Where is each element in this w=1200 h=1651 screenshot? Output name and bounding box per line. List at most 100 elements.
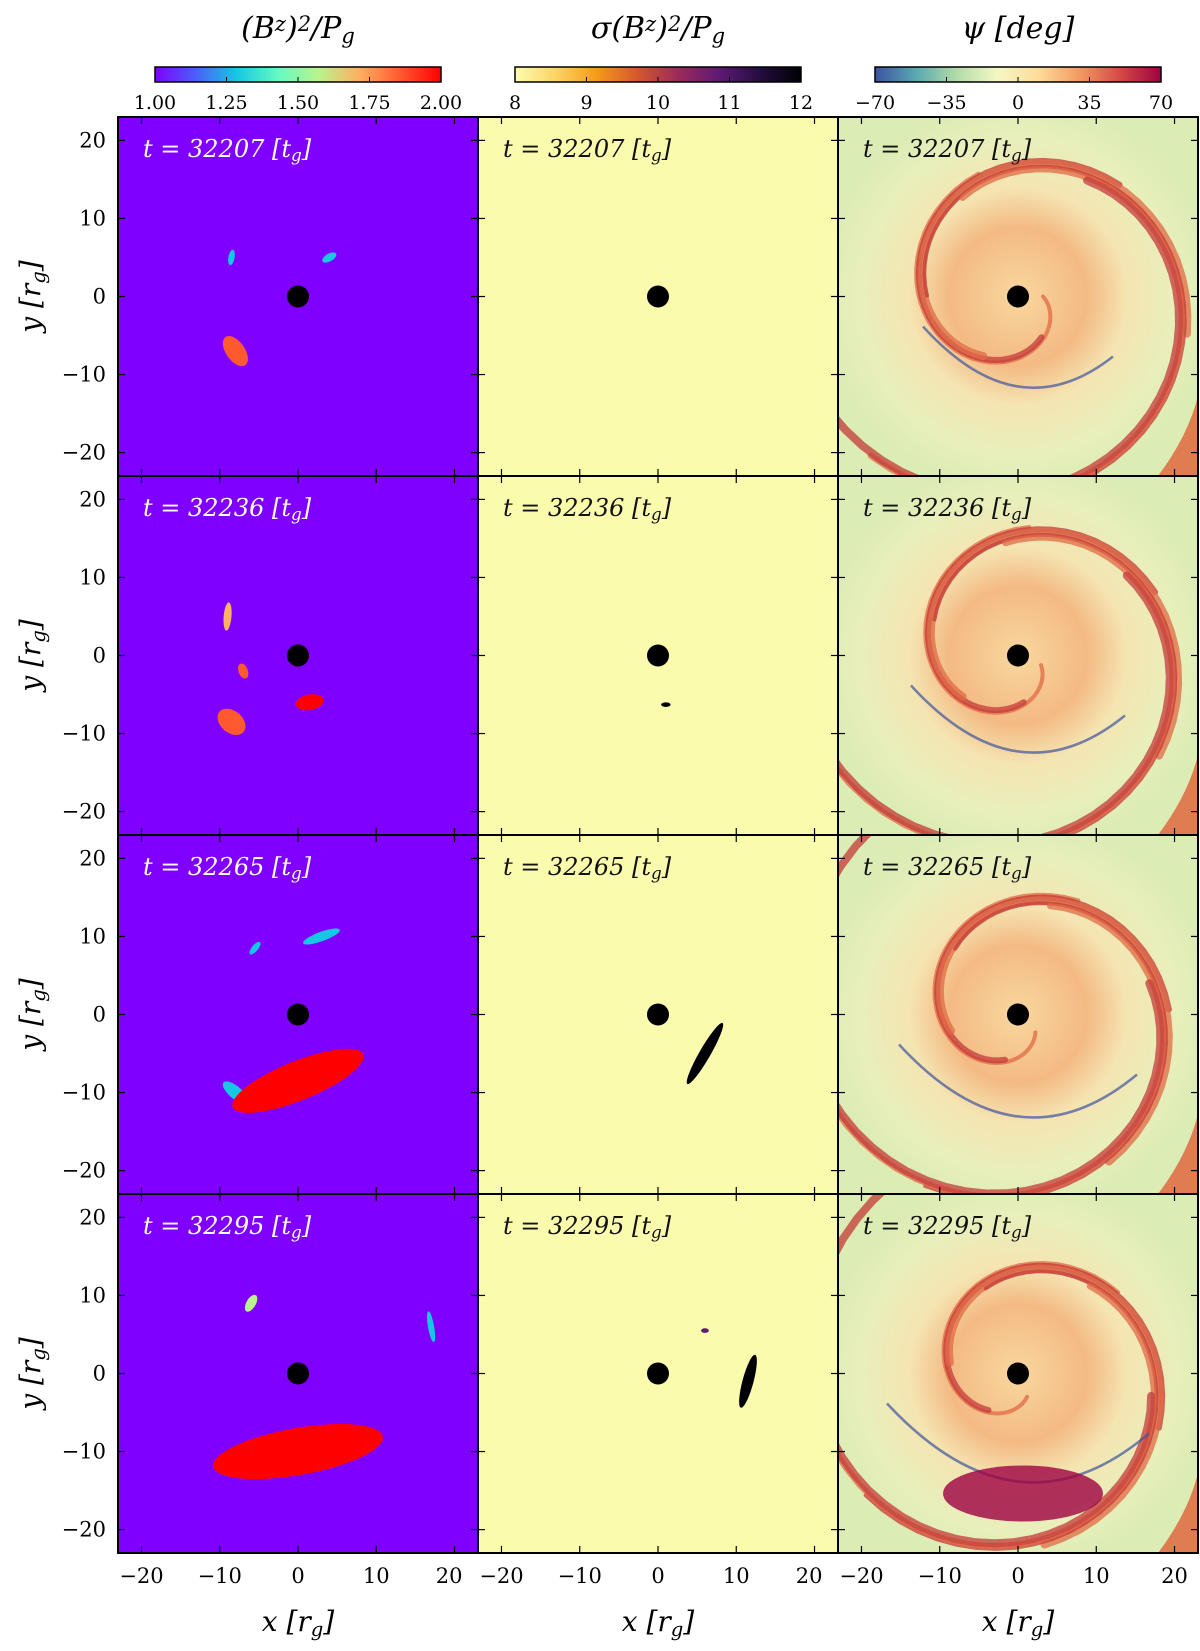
- y-tick-label: −10: [62, 722, 106, 746]
- panel-r1-c0: t = 32236 [tg]: [117, 475, 479, 836]
- colorbar-tick-label: 1.50: [277, 92, 319, 114]
- time-label: t = 32236 [tg]: [143, 494, 312, 524]
- black-hole-marker: [1007, 1003, 1029, 1026]
- black-hole-marker: [287, 285, 309, 308]
- panel-r0-c0: t = 32207 [tg]: [117, 116, 479, 477]
- panel-r0-c1: t = 32207 [tg]: [477, 116, 839, 477]
- x-tick-label: −10: [558, 1564, 602, 1588]
- field-feature: [295, 694, 324, 711]
- psi-strong-feature: [943, 1465, 1103, 1522]
- y-tick-label: −10: [62, 1440, 106, 1464]
- x-tick-label: 0: [1011, 1564, 1024, 1588]
- colorbar-tick-label: 12: [789, 92, 813, 114]
- axes-labels: 20 10 0 −10 −20 y [rg] 20 10 0 −10 −20 y [rg] 20 10 0 −…: [14, 128, 1188, 1641]
- field-feature: [222, 336, 248, 367]
- x-tick-label: −20: [839, 1564, 883, 1588]
- colorbar-tick-label: 35: [1077, 92, 1101, 114]
- black-hole-marker: [287, 1362, 309, 1385]
- psi-spiral-arm: [926, 527, 1183, 760]
- panel-r3-c1: t = 32295 [tg]: [477, 1193, 839, 1554]
- colorbar-tick-label: 8: [509, 92, 521, 114]
- black-hole-marker: [1007, 644, 1029, 667]
- colorbar-tick-label: 9: [580, 92, 592, 114]
- time-label: t = 32207 [tg]: [143, 135, 312, 165]
- x-axis-label: x [rg]: [262, 1605, 335, 1641]
- time-label: t = 32236 [tg]: [503, 494, 672, 524]
- y-tick-label: 0: [93, 644, 106, 668]
- psi-corner-feature: [1158, 396, 1198, 476]
- field-feature: [244, 1294, 258, 1312]
- field-feature: [238, 663, 249, 679]
- black-hole-marker: [647, 1362, 669, 1385]
- field-feature: [228, 249, 235, 266]
- psi-negative-rim: [922, 325, 1114, 389]
- colorbar-title-0: (Bz)2/Pg: [241, 11, 355, 48]
- y-tick-label: 10: [79, 206, 106, 230]
- colorbar-tick-label: 1.25: [205, 92, 247, 114]
- psi-corner-feature: [1158, 755, 1198, 835]
- panel-r2-c0: t = 32265 [tg]: [117, 834, 479, 1195]
- colorbar-tick-label: 2.00: [420, 92, 462, 114]
- x-tick-label: 10: [1083, 1564, 1110, 1588]
- time-label: t = 32207 [tg]: [863, 135, 1032, 165]
- y-tick-label: −10: [62, 363, 106, 387]
- panel-frame: [837, 1193, 1199, 1554]
- time-label: t = 32265 [tg]: [863, 853, 1032, 883]
- y-tick-label: −20: [62, 1159, 106, 1183]
- black-hole-marker: [287, 644, 309, 667]
- panel-r2-c2: t = 32265 [tg]: [837, 834, 1199, 1195]
- x-tick-label: 10: [723, 1564, 750, 1588]
- colorbar-tick-label: 1.75: [348, 92, 390, 114]
- black-hole-marker: [647, 1003, 669, 1026]
- y-tick-label: 10: [79, 565, 106, 589]
- x-tick-label: −20: [479, 1564, 523, 1588]
- psi-spiral-arm: [838, 571, 1174, 835]
- y-tick-label: 20: [79, 1205, 106, 1229]
- y-tick-label: 0: [93, 1362, 106, 1386]
- y-tick-label: 10: [79, 1283, 106, 1307]
- panel-r0-c2: t = 32207 [tg]: [837, 116, 1199, 477]
- y-tick-label: 20: [79, 487, 106, 511]
- time-label: t = 32265 [tg]: [503, 853, 672, 883]
- colorbar-tick-label: 10: [646, 92, 670, 114]
- psi-spiral-arm: [917, 159, 1192, 361]
- field-feature: [249, 941, 261, 955]
- psi-negative-rim: [898, 1043, 1138, 1119]
- time-label: t = 32265 [tg]: [143, 853, 312, 883]
- field-feature: [426, 1311, 436, 1343]
- colorbars: (Bz)2/Pg 1.00 1.25 1.50 1.75 2.00 σ(Bz)2/Pg 8 9 1…: [134, 11, 1173, 114]
- x-axis-label: x [rg]: [622, 1605, 695, 1641]
- field-feature: [302, 928, 340, 945]
- colorbar-title-2: ψ [deg]: [962, 11, 1075, 46]
- psi-spiral-arm: [838, 1194, 1156, 1548]
- black-hole-marker: [647, 644, 669, 667]
- psi-spiral-arm: [935, 896, 1173, 1166]
- field-feature: [701, 1328, 709, 1333]
- psi-negative-rim: [910, 684, 1126, 754]
- panel-r3-c2: t = 32295 [tg]: [837, 1193, 1199, 1554]
- y-tick-label: −20: [62, 800, 106, 824]
- y-tick-label: −20: [62, 1518, 106, 1542]
- black-hole-marker: [287, 1003, 309, 1026]
- panel-grid: t = 32207 [tg] t = 32207 [tg] t = 32207 [t…: [117, 116, 1199, 1554]
- colorbar-tick-label: −35: [926, 92, 966, 114]
- time-label: t = 32207 [tg]: [503, 135, 672, 165]
- panel-r1-c2: t = 32236 [tg]: [837, 475, 1199, 836]
- colorbar-tick-label: 1.00: [134, 92, 176, 114]
- y-tick-label: 10: [79, 924, 106, 948]
- y-tick-label: −20: [62, 441, 106, 465]
- x-tick-label: 20: [796, 1564, 823, 1588]
- y-tick-label: −10: [62, 1081, 106, 1105]
- field-feature: [213, 1423, 383, 1480]
- field-feature: [686, 1022, 724, 1085]
- time-label: t = 32236 [tg]: [863, 494, 1032, 524]
- field-feature: [217, 708, 246, 735]
- x-tick-label: −20: [119, 1564, 163, 1588]
- y-axis-label: y [rg]: [14, 619, 50, 694]
- psi-corner-feature: [1158, 1473, 1198, 1553]
- black-hole-marker: [1007, 285, 1029, 308]
- field-feature: [661, 702, 671, 707]
- field-feature: [739, 1354, 757, 1408]
- colorbar-tick-label: 11: [717, 92, 741, 114]
